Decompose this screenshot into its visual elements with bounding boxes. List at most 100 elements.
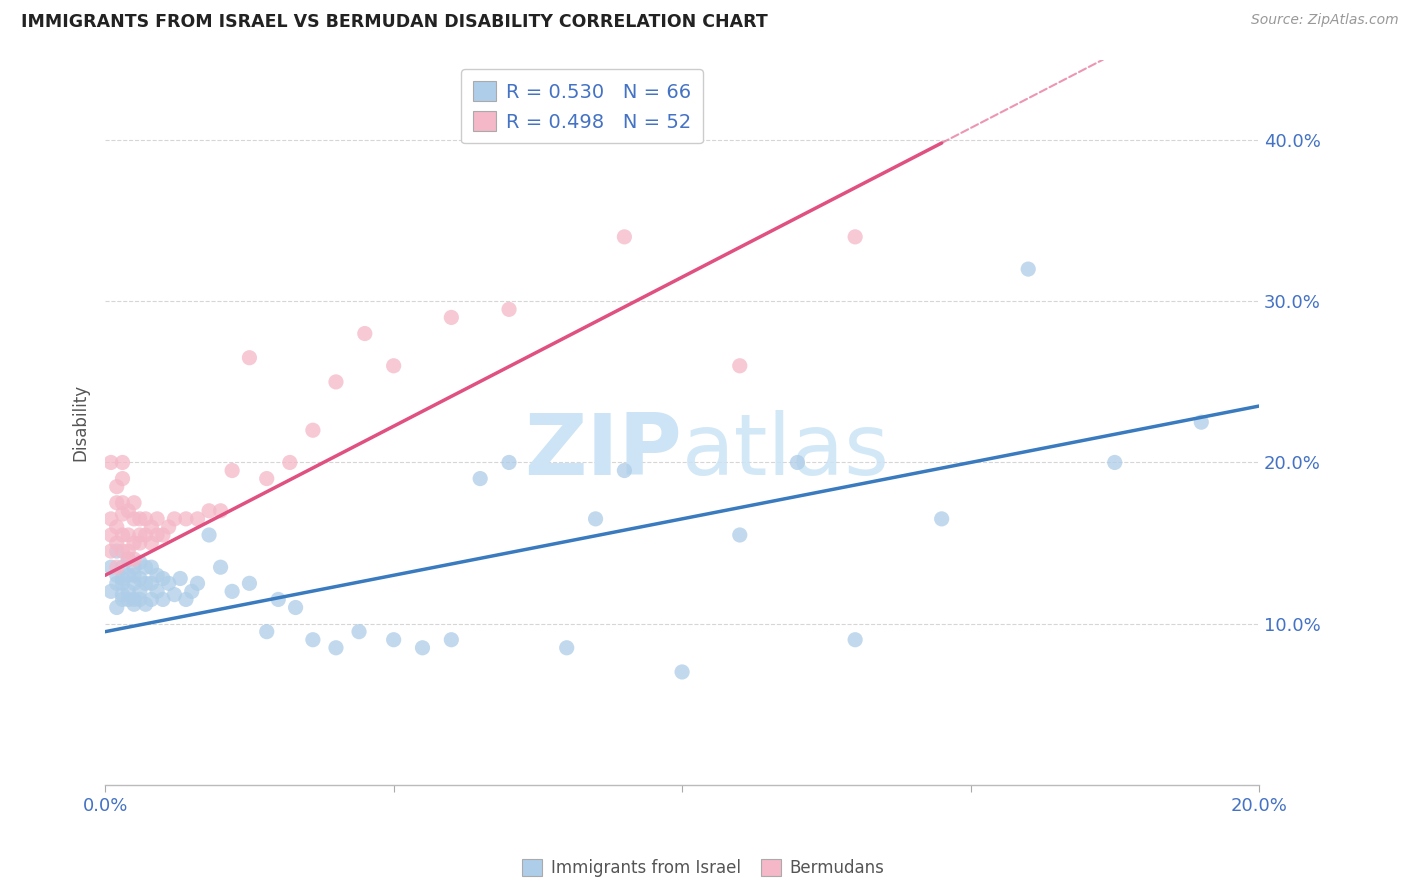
Point — [174, 512, 197, 526]
Point — [122, 597, 145, 611]
Point — [440, 310, 463, 325]
Point — [105, 496, 128, 510]
Point — [111, 588, 134, 602]
Point — [163, 588, 186, 602]
Point — [267, 592, 290, 607]
Point — [128, 572, 150, 586]
Point — [122, 496, 145, 510]
Point — [613, 463, 636, 477]
Point — [353, 326, 375, 341]
Point — [141, 520, 163, 534]
Point — [256, 472, 278, 486]
Point — [111, 472, 134, 486]
Point — [111, 592, 134, 607]
Point — [117, 584, 139, 599]
Point — [141, 536, 163, 550]
Point — [111, 528, 134, 542]
Point — [111, 544, 134, 558]
Point — [122, 512, 145, 526]
Point — [141, 560, 163, 574]
Point — [105, 568, 128, 582]
Point — [105, 560, 128, 574]
Point — [169, 572, 191, 586]
Point — [209, 560, 232, 574]
Point — [128, 592, 150, 607]
Point — [117, 568, 139, 582]
Point — [498, 302, 520, 317]
Point — [111, 455, 134, 469]
Text: ZIP: ZIP — [524, 409, 682, 492]
Point — [585, 512, 607, 526]
Point — [671, 665, 693, 679]
Point — [1189, 415, 1212, 429]
Point — [141, 576, 163, 591]
Point — [111, 572, 134, 586]
Point — [122, 592, 145, 607]
Point — [128, 555, 150, 569]
Point — [470, 472, 492, 486]
Point — [931, 512, 953, 526]
Point — [100, 528, 122, 542]
Point — [198, 504, 221, 518]
Point — [411, 640, 433, 655]
Text: atlas: atlas — [682, 409, 890, 492]
Point — [128, 584, 150, 599]
Point — [135, 560, 157, 574]
Point — [209, 504, 232, 518]
Point — [1017, 262, 1039, 277]
Point — [221, 584, 243, 599]
Point — [105, 480, 128, 494]
Point — [100, 544, 122, 558]
Point — [105, 536, 128, 550]
Point — [117, 544, 139, 558]
Y-axis label: Disability: Disability — [72, 384, 89, 461]
Point — [278, 455, 301, 469]
Point — [1104, 455, 1126, 469]
Point — [163, 512, 186, 526]
Point — [122, 552, 145, 566]
Point — [555, 640, 578, 655]
Point — [498, 455, 520, 469]
Point — [221, 463, 243, 477]
Point — [122, 536, 145, 550]
Point — [613, 230, 636, 244]
Point — [186, 576, 208, 591]
Point — [105, 576, 128, 591]
Point — [238, 576, 260, 591]
Point — [122, 568, 145, 582]
Point — [111, 576, 134, 591]
Point — [347, 624, 370, 639]
Point — [325, 375, 347, 389]
Legend: R = 0.530   N = 66, R = 0.498   N = 52: R = 0.530 N = 66, R = 0.498 N = 52 — [461, 70, 703, 144]
Point — [152, 592, 174, 607]
Legend: Immigrants from Israel, Bermudans: Immigrants from Israel, Bermudans — [516, 852, 890, 884]
Point — [105, 520, 128, 534]
Point — [135, 597, 157, 611]
Point — [302, 632, 325, 647]
Point — [135, 512, 157, 526]
Point — [128, 536, 150, 550]
Point — [728, 359, 751, 373]
Point — [174, 592, 197, 607]
Point — [157, 520, 180, 534]
Point — [844, 230, 866, 244]
Point — [105, 600, 128, 615]
Point — [111, 507, 134, 521]
Point — [111, 496, 134, 510]
Point — [302, 423, 325, 437]
Point — [256, 624, 278, 639]
Point — [146, 512, 169, 526]
Point — [238, 351, 260, 365]
Point — [325, 640, 347, 655]
Point — [786, 455, 808, 469]
Point — [117, 552, 139, 566]
Point — [382, 359, 405, 373]
Point — [100, 512, 122, 526]
Point — [111, 560, 134, 574]
Point — [198, 528, 221, 542]
Point — [844, 632, 866, 647]
Point — [135, 576, 157, 591]
Text: Source: ZipAtlas.com: Source: ZipAtlas.com — [1251, 13, 1399, 28]
Point — [146, 568, 169, 582]
Point — [105, 544, 128, 558]
